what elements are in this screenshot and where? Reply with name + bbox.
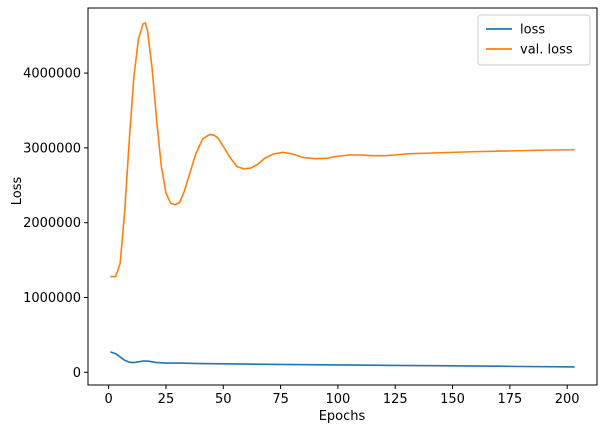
x-tick-label-4: 100 [326, 392, 351, 407]
x-tick-label-3: 75 [272, 392, 289, 407]
y-axis-label: Loss [10, 177, 25, 206]
y-tick-label-1: 1000000 [23, 291, 81, 306]
y-tick-label-3: 3000000 [23, 141, 81, 156]
x-tick-label-5: 125 [383, 392, 408, 407]
x-tick-label-0: 0 [104, 392, 112, 407]
plot-frame [87, 7, 598, 386]
y-tick-label-2: 2000000 [23, 216, 81, 231]
y-tick-label-0: 0 [73, 366, 81, 381]
y-tick-label-4: 4000000 [23, 67, 81, 82]
legend: loss val. loss [477, 14, 591, 66]
x-axis-label: Epochs [319, 409, 366, 424]
series-layer [110, 22, 575, 368]
legend-label-1: val. loss [520, 43, 573, 58]
x-tick-label-8: 200 [555, 392, 580, 407]
x-tick-label-6: 150 [440, 392, 465, 407]
legend-label-0: loss [520, 23, 545, 38]
x-tick-label-7: 175 [497, 392, 522, 407]
axes-layer: 0 25 50 75 100 125 150 175 200 0 1000000 2000000 300… [23, 7, 598, 407]
series-line-1 [110, 22, 575, 278]
x-tick-label-2: 50 [215, 392, 232, 407]
legend-box [477, 14, 591, 66]
series-line-0 [110, 351, 575, 368]
x-tick-label-1: 25 [158, 392, 175, 407]
